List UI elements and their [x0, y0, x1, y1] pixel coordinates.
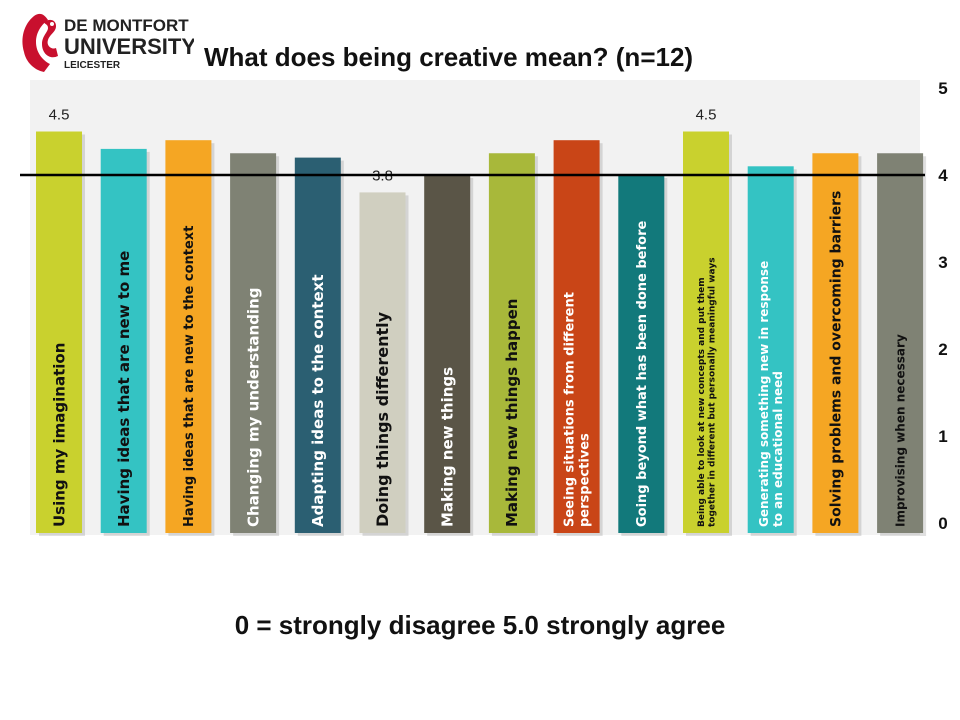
bar-group: Going beyond what has been done before — [618, 175, 668, 536]
category-label-line: Generating something new in response — [757, 261, 771, 527]
bar-group: Having ideas that are new to me — [100, 148, 150, 536]
bar-group: Generating something new in responseto a… — [747, 166, 797, 537]
bar — [36, 131, 82, 533]
chart-title: What does being creative mean? (n=12) — [204, 42, 694, 72]
bar — [877, 153, 924, 533]
category-label: Being able to look at new concepts and p… — [697, 257, 717, 527]
bar-group: Adapting ideas to the context — [294, 157, 344, 536]
data-label: 4.5 — [49, 107, 70, 124]
category-label-line: Adapting ideas to the context — [309, 275, 327, 528]
bar — [165, 140, 212, 533]
bar-group: Solving problems and overcoming barriers — [812, 153, 862, 536]
y-tick-label: 0 — [938, 514, 947, 533]
bar-group: Seeing situations from differentperspect… — [553, 140, 603, 536]
category-label: Going beyond what has been done before — [635, 220, 650, 527]
university-logo: DE MONTFORT UNIVERSITY LEICESTER — [14, 4, 196, 84]
category-label-line: to an educational need — [771, 371, 785, 527]
bar-group: Having ideas that are new to the context — [165, 140, 215, 536]
scale-caption: 0 = strongly disagree 5.0 strongly agree — [234, 610, 726, 640]
category-label: Making new things — [438, 367, 456, 527]
category-label-line: Doing things differently — [373, 311, 392, 527]
category-label: Adapting ideas to the context — [309, 275, 327, 528]
category-label-line: Using my imagination — [50, 343, 68, 527]
bar — [100, 148, 147, 533]
category-label-line: Solving problems and overcoming barriers — [828, 191, 844, 527]
category-label-line: Making new things happen — [503, 299, 521, 527]
bar — [359, 192, 406, 533]
category-label: Having ideas that are new to me — [115, 251, 133, 527]
y-tick-label: 4 — [938, 166, 948, 185]
category-label-line: Going beyond what has been done before — [635, 220, 650, 527]
bar — [488, 153, 535, 533]
category-label-line: Having ideas that are new to me — [115, 251, 133, 527]
bar — [747, 166, 794, 534]
logo-line-1: DE MONTFORT — [64, 16, 189, 35]
category-label: Making new things happen — [503, 299, 521, 527]
category-label: Doing things differently — [373, 311, 392, 527]
heraldic-lion-icon — [22, 13, 58, 72]
bar — [618, 175, 665, 533]
bar-group: Making new things happen — [488, 153, 538, 536]
logo-line-2: UNIVERSITY — [64, 34, 194, 59]
bar — [553, 140, 600, 533]
bar — [683, 131, 729, 533]
bar-group: Changing my understanding — [230, 153, 280, 536]
category-label-line: Improvising when necessary — [893, 334, 907, 527]
bar — [294, 157, 341, 533]
category-label-line: Having ideas that are new to the context — [182, 226, 197, 527]
category-label-line: together in different but personally mea… — [707, 257, 717, 527]
category-label-line: Making new things — [438, 367, 456, 527]
bar-group: Being able to look at new concepts and p… — [683, 107, 732, 536]
category-label-line: Seeing situations from different — [563, 292, 578, 527]
category-label: Solving problems and overcoming barriers — [828, 191, 844, 527]
category-label: Seeing situations from differentperspect… — [563, 292, 593, 527]
bar-group: Using my imagination 4.5 — [36, 107, 85, 536]
y-tick-label: 1 — [938, 427, 947, 446]
bar-group: Improvising when necessary — [877, 153, 927, 536]
y-tick-label: 2 — [938, 340, 947, 359]
category-label: Using my imagination — [50, 343, 68, 527]
bar — [812, 153, 859, 533]
bar — [230, 153, 277, 533]
category-label-line: perspectives — [578, 433, 593, 527]
y-tick-label: 3 — [938, 253, 947, 272]
bar-group: Doing things differently3.8 — [359, 167, 409, 536]
logo-line-3: LEICESTER — [64, 60, 121, 71]
category-label: Improvising when necessary — [893, 334, 907, 527]
bar-group: Making new things — [424, 175, 474, 536]
bar — [424, 175, 471, 533]
category-label: Having ideas that are new to the context — [182, 226, 197, 527]
category-label: Generating something new in responseto a… — [757, 261, 785, 527]
category-label-line: Changing my understanding — [244, 288, 262, 528]
category-label: Changing my understanding — [244, 288, 262, 528]
category-label-line: Being able to look at new concepts and p… — [697, 277, 707, 527]
data-label: 4.5 — [696, 107, 717, 124]
y-tick-label: 5 — [938, 79, 947, 98]
